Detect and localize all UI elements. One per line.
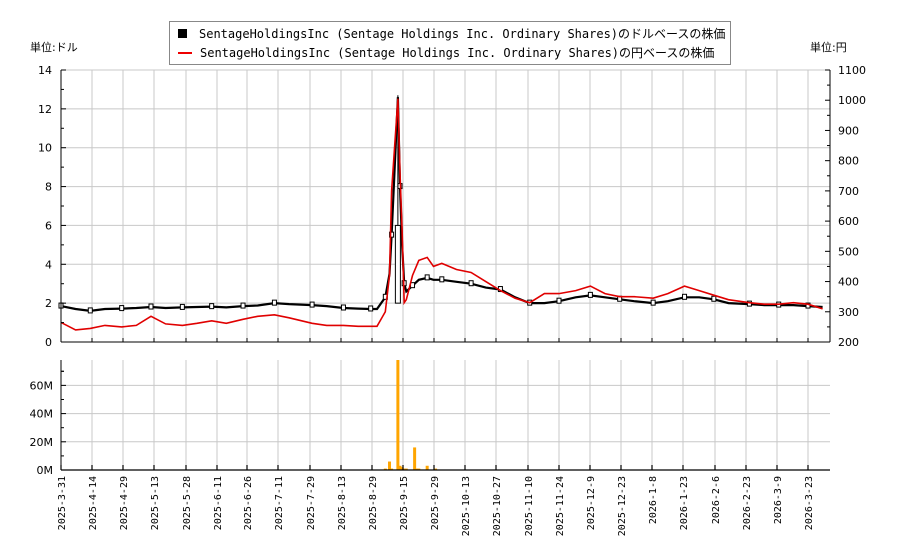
svg-text:40M: 40M	[30, 408, 54, 421]
svg-text:500: 500	[838, 245, 859, 258]
svg-text:14: 14	[38, 64, 52, 77]
svg-text:700: 700	[838, 185, 859, 198]
svg-text:2026-3-9: 2026-3-9	[773, 476, 784, 524]
svg-text:2025-4-14: 2025-4-14	[88, 476, 99, 530]
axes: 0 2 4 6 8 10 12 14 200 300 400 500 600 700 800 900 1000 1…	[30, 64, 867, 536]
grid-lines	[60, 69, 830, 470]
legend-usd-label: SentageHoldingsInc (Sentage Holdings Inc…	[199, 27, 726, 41]
svg-text:2026-1-8: 2026-1-8	[648, 476, 659, 524]
svg-text:400: 400	[838, 276, 859, 289]
legend-item-usd: SentageHoldingsInc (Sentage Holdings Inc…	[178, 25, 725, 43]
svg-text:10: 10	[38, 142, 52, 155]
svg-text:2025-6-26: 2025-6-26	[243, 476, 254, 530]
svg-text:2025-11-24: 2025-11-24	[555, 476, 566, 536]
svg-text:800: 800	[838, 155, 859, 168]
jpy-swatch-icon	[178, 51, 192, 54]
svg-text:1100: 1100	[838, 64, 866, 77]
svg-text:60M: 60M	[30, 379, 54, 392]
svg-text:6: 6	[45, 219, 52, 232]
jpy-price-series	[60, 98, 823, 331]
svg-text:2026-3-23: 2026-3-23	[804, 476, 815, 530]
svg-text:2025-6-11: 2025-6-11	[213, 476, 224, 530]
svg-text:4: 4	[45, 258, 52, 271]
legend-item-jpy: SentageHoldingsInc (Sentage Holdings Inc…	[178, 44, 714, 62]
svg-text:1000: 1000	[838, 94, 866, 107]
svg-text:2: 2	[45, 297, 52, 310]
svg-text:2025-9-15: 2025-9-15	[399, 476, 410, 530]
svg-text:2025-9-29: 2025-9-29	[430, 476, 441, 530]
usd-price-series	[58, 95, 823, 314]
svg-text:2026-2-6: 2026-2-6	[711, 476, 722, 524]
svg-text:2026-2-23: 2026-2-23	[742, 476, 753, 530]
chart-legend: SentageHoldingsInc (Sentage Holdings Inc…	[169, 21, 731, 65]
svg-text:2025-8-29: 2025-8-29	[368, 476, 379, 530]
svg-text:2025-12-23: 2025-12-23	[617, 476, 628, 536]
svg-text:2025-11-10: 2025-11-10	[524, 476, 535, 536]
svg-text:200: 200	[838, 336, 859, 349]
usd-swatch-icon	[178, 29, 187, 38]
svg-text:0M: 0M	[37, 464, 54, 477]
svg-text:2026-1-23: 2026-1-23	[679, 476, 690, 530]
svg-text:0: 0	[45, 336, 52, 349]
svg-text:2025-5-28: 2025-5-28	[182, 476, 193, 530]
svg-text:2025-5-13: 2025-5-13	[150, 476, 161, 530]
svg-text:900: 900	[838, 124, 859, 137]
svg-text:2025-10-13: 2025-10-13	[461, 476, 472, 536]
svg-text:2025-4-29: 2025-4-29	[119, 476, 130, 530]
right-axis-unit: 単位:円	[810, 41, 847, 54]
svg-text:12: 12	[38, 103, 52, 116]
svg-text:8: 8	[45, 181, 52, 194]
svg-text:2025-8-13: 2025-8-13	[337, 476, 348, 530]
svg-text:2025-7-11: 2025-7-11	[274, 476, 285, 530]
legend-jpy-label: SentageHoldingsInc (Sentage Holdings Inc…	[200, 46, 715, 60]
svg-text:300: 300	[838, 306, 859, 319]
volume-bars	[383, 360, 438, 470]
svg-text:2025-12-9: 2025-12-9	[586, 476, 597, 530]
svg-text:20M: 20M	[30, 436, 54, 449]
svg-text:2025-7-29: 2025-7-29	[306, 476, 317, 530]
svg-text:600: 600	[838, 215, 859, 228]
svg-text:2025-3-31: 2025-3-31	[57, 476, 68, 530]
left-axis-unit: 単位:ドル	[30, 41, 78, 54]
svg-text:2025-10-27: 2025-10-27	[492, 476, 503, 536]
